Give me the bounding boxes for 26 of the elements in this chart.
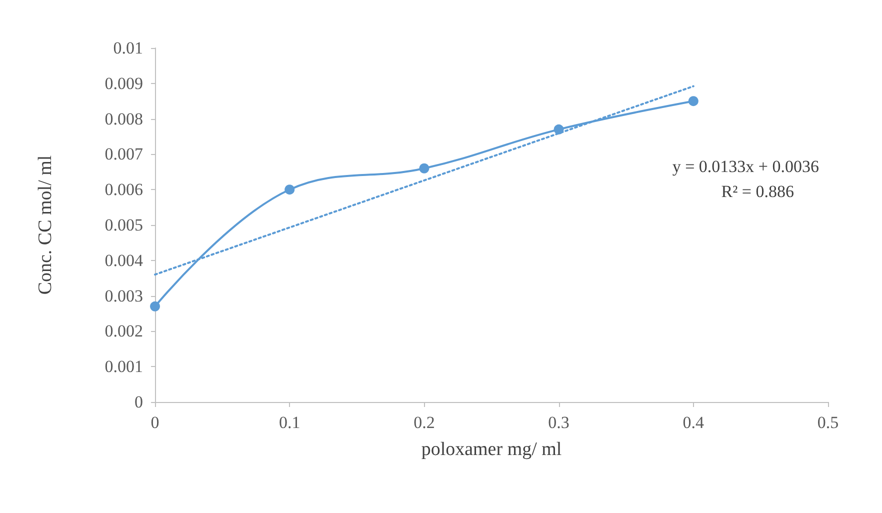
y-tick-label: 0.006 xyxy=(104,180,143,200)
x-tick-label: 0.3 xyxy=(548,413,570,432)
x-tick-label: 0.4 xyxy=(682,413,705,432)
point xyxy=(688,96,698,106)
point xyxy=(554,124,564,134)
y-tick-label: 0.009 xyxy=(104,74,143,93)
annotation: R² = 0.886 xyxy=(721,182,794,201)
x-tick-label: 0.5 xyxy=(817,413,839,432)
point xyxy=(419,163,430,174)
y-axis-title: Conc. CC mol/ ml xyxy=(35,155,56,295)
annotation: y = 0.0133x + 0.0036 xyxy=(672,157,820,176)
point xyxy=(150,301,160,312)
y-tick-label: 0.008 xyxy=(104,109,143,128)
x-tick-label: 0.1 xyxy=(278,413,300,432)
y-tick-label: 0.003 xyxy=(104,286,143,306)
x-axis-title: poloxamer mg/ ml xyxy=(421,439,562,460)
y-tick-label: 0 xyxy=(134,392,143,412)
y-tick-label: 0.01 xyxy=(113,38,143,58)
y-tick-label: 0.002 xyxy=(104,322,143,341)
x-tick-label: 0.2 xyxy=(414,413,435,432)
point xyxy=(284,184,295,195)
y-tick-label: 0.004 xyxy=(104,250,144,270)
y-tick-label: 0.007 xyxy=(104,144,144,164)
y-tick-label: 0.001 xyxy=(104,357,143,376)
x-tick-label: 0 xyxy=(150,413,160,432)
y-tick-label: 0.005 xyxy=(104,216,143,234)
